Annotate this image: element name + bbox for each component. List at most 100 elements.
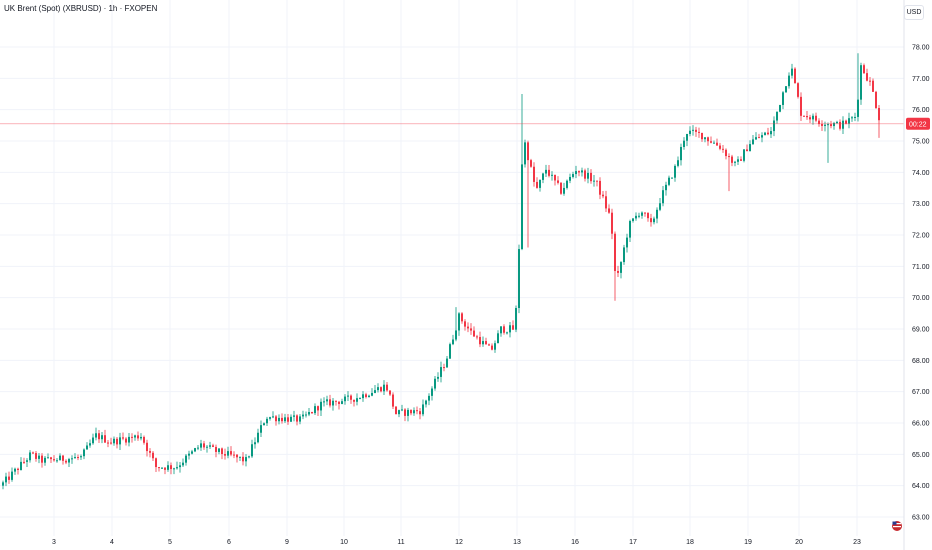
candle-body (347, 395, 349, 397)
candle-body (851, 117, 853, 119)
candle-body (8, 476, 10, 480)
price-axis-label: 68.00 (912, 358, 930, 365)
candle-body (98, 433, 100, 440)
candle-body (29, 452, 31, 461)
candle-body (617, 270, 619, 273)
time-axis-label: 5 (168, 539, 172, 546)
candle-body (701, 132, 703, 140)
flag-icon-stripe (893, 526, 901, 528)
candle-body (596, 180, 598, 182)
candle-body (854, 116, 856, 118)
price-axis-label: 78.00 (912, 45, 930, 52)
candle-body (362, 394, 364, 399)
candle-body (251, 444, 253, 457)
candle-body (17, 468, 19, 470)
candle-body (524, 142, 526, 165)
candle-body (542, 173, 544, 180)
candle-body (662, 190, 664, 204)
candle-body (305, 414, 307, 416)
candle-body (44, 457, 46, 463)
candle-body (707, 137, 709, 142)
candle-body (158, 467, 160, 469)
candle-body (689, 130, 691, 134)
candle-body (548, 169, 550, 176)
candle-body (161, 467, 163, 469)
candle-body (200, 443, 202, 448)
candle-body (686, 133, 688, 141)
time-axis-label: 3 (52, 539, 56, 546)
candle-body (83, 449, 85, 457)
candle-body (302, 414, 304, 417)
candle-body (647, 212, 649, 219)
candle-body (299, 416, 301, 422)
candle-body (710, 141, 712, 143)
candle-body (269, 417, 271, 419)
candle-body (575, 171, 577, 175)
price-axis-label: 72.00 (912, 233, 930, 240)
time-axis-label: 11 (397, 539, 404, 546)
candle-body (149, 451, 151, 453)
candle-body (350, 395, 352, 400)
candle-body (650, 218, 652, 223)
candle-body (419, 411, 421, 415)
candle-body (677, 160, 679, 166)
candle-body (653, 218, 655, 223)
price-axis-label: 74.00 (912, 170, 930, 177)
candle-body (317, 406, 319, 411)
candle-body (569, 176, 571, 181)
candle-body (713, 142, 715, 144)
flag-icon[interactable] (892, 521, 902, 531)
price-axis[interactable]: 63.00 64.00 65.00 66.00 67.00 68.00 69.00 70.00… (912, 45, 930, 522)
candle-body (188, 453, 190, 456)
candle-body (254, 442, 256, 445)
price-axis-label: 66.00 (912, 421, 930, 428)
time-axis-label: 12 (455, 539, 463, 546)
candle-body (221, 448, 223, 455)
candle-body (11, 471, 13, 480)
candle-body (392, 394, 394, 407)
candle-body (50, 457, 52, 460)
price-axis-label: 71.00 (912, 264, 930, 271)
candle-body (812, 115, 814, 120)
candle-body (356, 398, 358, 402)
candle-body (695, 129, 697, 132)
current-price-tag: 00:22 (906, 117, 930, 130)
candle-body (449, 344, 451, 359)
currency-button[interactable]: USD (904, 5, 924, 20)
candle-body (215, 446, 217, 452)
candle-body (638, 215, 640, 217)
candle-body (791, 68, 793, 76)
candle-body (113, 438, 115, 444)
candle-body (5, 476, 7, 483)
candle-body (272, 416, 274, 418)
candle-body (338, 401, 340, 404)
time-axis[interactable]: 3 4 5 6 9 10 11 12 13 16 17 18 19 20 23 (52, 539, 861, 546)
candle-body (527, 142, 529, 161)
candle-body (359, 398, 361, 400)
time-axis-label: 6 (227, 539, 231, 546)
candle-body (287, 417, 289, 422)
candle-body (464, 321, 466, 327)
candle-body (500, 326, 502, 334)
candle-body (53, 459, 55, 461)
candle-body (107, 442, 109, 444)
candle-body (290, 416, 292, 422)
candle-body (65, 460, 67, 463)
candle-body (395, 406, 397, 415)
candle-body (170, 465, 172, 470)
candle-body (680, 146, 682, 161)
candle-body (551, 174, 553, 176)
candle-body (842, 120, 844, 129)
candle-body (434, 378, 436, 389)
price-axis-label: 65.00 (912, 452, 930, 459)
candle-body (860, 65, 862, 100)
time-axis-label: 16 (571, 539, 579, 546)
candle-body (722, 148, 724, 150)
candle-body (329, 399, 331, 406)
price-axis-label: 63.00 (912, 515, 930, 522)
candle-body (602, 194, 604, 197)
candle-body (560, 182, 562, 194)
candle-body (491, 345, 493, 350)
symbol-title[interactable]: UK Brent (Spot) (XBRUSD) · 1h · FXOPEN (4, 4, 158, 13)
